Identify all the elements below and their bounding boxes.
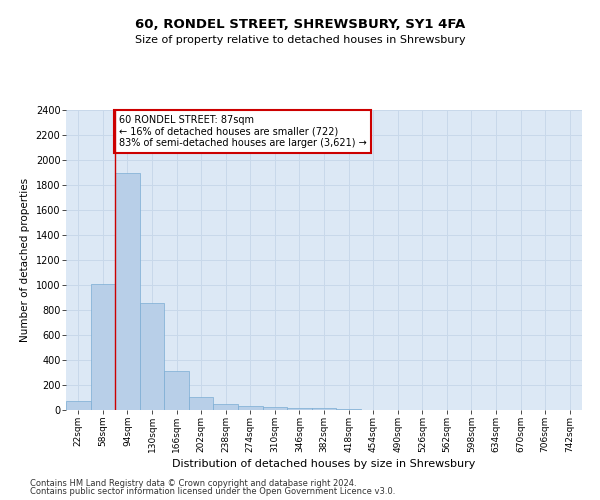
Y-axis label: Number of detached properties: Number of detached properties xyxy=(20,178,30,342)
Bar xyxy=(263,407,287,410)
Bar xyxy=(164,371,189,410)
Text: Contains public sector information licensed under the Open Government Licence v3: Contains public sector information licen… xyxy=(30,487,395,496)
Bar xyxy=(312,408,336,410)
Bar xyxy=(214,404,238,410)
Bar xyxy=(287,408,312,410)
Bar xyxy=(140,302,164,410)
Bar xyxy=(66,400,91,410)
Text: 60 RONDEL STREET: 87sqm
← 16% of detached houses are smaller (722)
83% of semi-d: 60 RONDEL STREET: 87sqm ← 16% of detache… xyxy=(119,115,367,148)
Text: Contains HM Land Registry data © Crown copyright and database right 2024.: Contains HM Land Registry data © Crown c… xyxy=(30,478,356,488)
Text: Size of property relative to detached houses in Shrewsbury: Size of property relative to detached ho… xyxy=(134,35,466,45)
Bar xyxy=(189,397,214,410)
Bar xyxy=(115,172,140,410)
Text: 60, RONDEL STREET, SHREWSBURY, SY1 4FA: 60, RONDEL STREET, SHREWSBURY, SY1 4FA xyxy=(135,18,465,30)
X-axis label: Distribution of detached houses by size in Shrewsbury: Distribution of detached houses by size … xyxy=(172,459,476,469)
Bar xyxy=(91,284,115,410)
Bar xyxy=(238,406,263,410)
Bar xyxy=(336,409,361,410)
